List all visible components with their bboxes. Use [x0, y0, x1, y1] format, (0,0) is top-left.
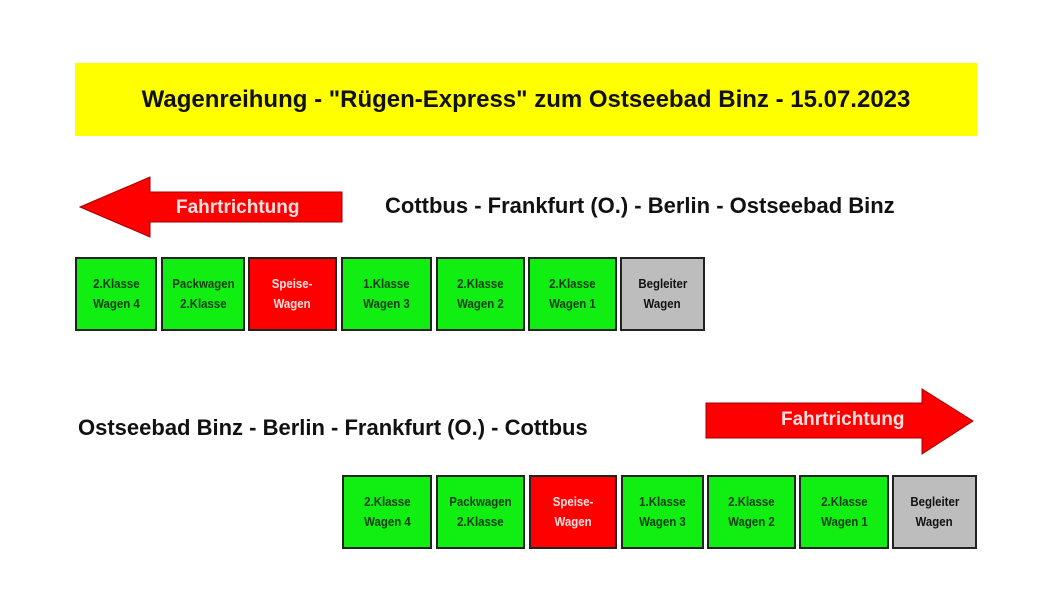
car-label-line2: Wagen	[273, 296, 312, 311]
car-label-line1: Packwagen	[171, 276, 235, 291]
car-label-line1: 2.Klasse	[457, 276, 504, 291]
train-car: 2.Klasse Wagen 2	[707, 475, 796, 549]
train-car: Packwagen 2.Klasse	[436, 475, 525, 549]
car-label-line2: Wagen 2	[457, 296, 504, 311]
car-label-line1: 1.Klasse	[639, 494, 686, 509]
car-label-line2: Wagen	[643, 296, 682, 311]
train-car: 1.Klasse Wagen 3	[621, 475, 704, 549]
train-car: 2.Klasse Wagen 2	[436, 257, 525, 331]
train-car: Begleiter Wagen	[892, 475, 977, 549]
train-car: 1.Klasse Wagen 3	[341, 257, 432, 331]
route-return: Ostseebad Binz - Berlin - Frankfurt (O.)…	[78, 415, 588, 440]
car-label-line1: 2.Klasse	[728, 494, 775, 509]
car-label-line2: Wagen 4	[92, 296, 140, 311]
car-label-line1: Begleiter	[638, 276, 687, 291]
car-label-line1: 1.Klasse	[363, 276, 410, 291]
train-car: Speise- Wagen	[248, 257, 337, 331]
car-label-line1: Speise-	[552, 494, 594, 509]
car-label-line1: 2.Klasse	[363, 494, 411, 509]
train-car: 2.Klasse Wagen 4	[342, 475, 432, 549]
arrow-left-icon	[78, 176, 343, 238]
car-label-line1: Packwagen	[449, 494, 512, 509]
car-label-line2: Wagen 3	[363, 296, 410, 311]
train-car: 2.Klasse Wagen 4	[75, 257, 157, 331]
car-label-line1: 2.Klasse	[92, 276, 140, 291]
car-label-line1: Speise-	[272, 276, 313, 291]
car-label-line1: 2.Klasse	[549, 276, 596, 291]
direction-label-outbound: Fahrtrichtung	[176, 197, 300, 218]
car-label-line2: 2.Klasse	[457, 514, 504, 529]
car-label-line2: Wagen	[915, 514, 954, 529]
car-label-line1: Begleiter	[910, 494, 959, 509]
train-car: Begleiter Wagen	[620, 257, 705, 331]
car-label-line2: 2.Klasse	[179, 296, 227, 311]
train-car: 2.Klasse Wagen 1	[799, 475, 889, 549]
car-label-line2: Wagen 3	[639, 514, 686, 529]
car-label-line2: Wagen 1	[820, 514, 868, 529]
arrow-right-icon	[705, 388, 974, 455]
car-label-line2: Wagen 1	[549, 296, 596, 311]
car-label-line2: Wagen	[554, 514, 592, 529]
route-outbound: Cottbus - Frankfurt (O.) - Berlin - Osts…	[385, 193, 895, 218]
direction-label-return: Fahrtrichtung	[781, 409, 905, 430]
car-label-line1: 2.Klasse	[820, 494, 868, 509]
car-label-line2: Wagen 4	[363, 514, 411, 529]
train-car: Packwagen 2.Klasse	[161, 257, 245, 331]
train-car: 2.Klasse Wagen 1	[528, 257, 617, 331]
car-label-line2: Wagen 2	[728, 514, 775, 529]
train-car: Speise- Wagen	[529, 475, 617, 549]
page-title: Wagenreihung - "Rügen-Express" zum Ostse…	[75, 63, 977, 136]
